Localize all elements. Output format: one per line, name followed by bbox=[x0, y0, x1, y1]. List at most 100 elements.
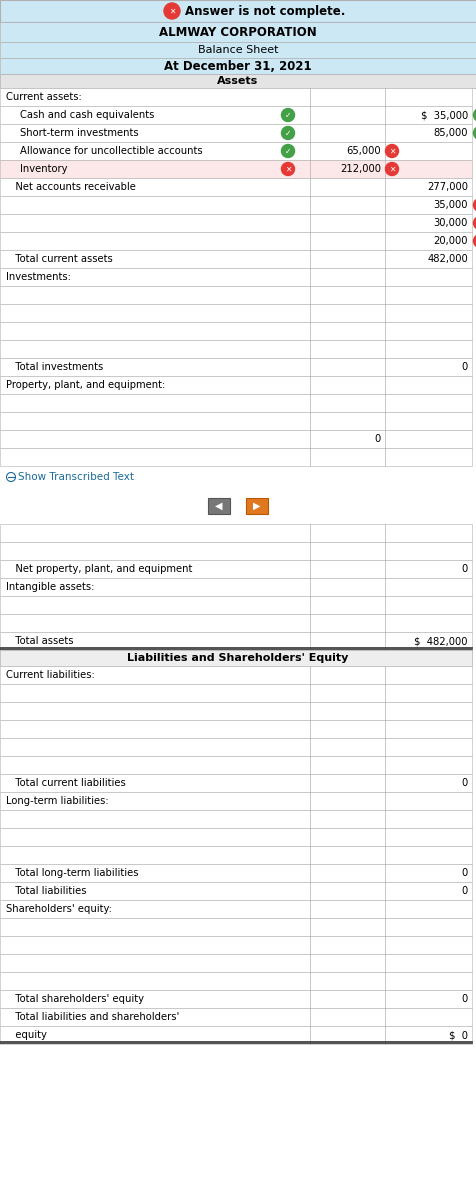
Text: Current liabilities:: Current liabilities: bbox=[6, 670, 95, 680]
Bar bbox=[0, 250, 471, 268]
Text: Intangible assets:: Intangible assets: bbox=[6, 582, 94, 592]
Bar bbox=[0, 322, 471, 340]
Text: 0: 0 bbox=[461, 564, 467, 574]
Circle shape bbox=[281, 144, 294, 157]
Bar bbox=[0, 738, 471, 756]
Bar bbox=[0, 268, 471, 286]
Bar bbox=[0, 990, 471, 1008]
Text: Cash and cash equivalents: Cash and cash equivalents bbox=[20, 110, 154, 120]
Text: Short-term investments: Short-term investments bbox=[20, 128, 139, 138]
Circle shape bbox=[164, 2, 179, 19]
Bar bbox=[0, 42, 476, 58]
Text: Investments:: Investments: bbox=[6, 272, 71, 282]
Bar bbox=[0, 232, 471, 250]
Text: ✕: ✕ bbox=[169, 6, 175, 16]
Bar bbox=[0, 196, 471, 214]
Text: Answer is not complete.: Answer is not complete. bbox=[185, 5, 345, 18]
Text: Total shareholders' equity: Total shareholders' equity bbox=[6, 994, 144, 1004]
Text: Shareholders' equity:: Shareholders' equity: bbox=[6, 904, 112, 914]
Text: equity: equity bbox=[6, 1030, 47, 1040]
Bar bbox=[0, 412, 471, 430]
Text: 0: 0 bbox=[461, 886, 467, 896]
Text: 0: 0 bbox=[461, 362, 467, 372]
Circle shape bbox=[385, 144, 397, 157]
Text: ✕: ✕ bbox=[388, 164, 394, 174]
Text: 65,000: 65,000 bbox=[346, 146, 380, 156]
Text: Inventory: Inventory bbox=[20, 164, 68, 174]
Circle shape bbox=[473, 126, 476, 139]
Bar bbox=[0, 58, 476, 74]
Circle shape bbox=[473, 198, 476, 211]
Text: Total current assets: Total current assets bbox=[6, 254, 112, 264]
Bar bbox=[0, 666, 471, 684]
Bar bbox=[0, 524, 471, 542]
Bar bbox=[0, 972, 471, 990]
Bar bbox=[0, 0, 476, 22]
Bar bbox=[0, 142, 471, 160]
Bar bbox=[0, 376, 471, 394]
Text: Long-term liabilities:: Long-term liabilities: bbox=[6, 796, 109, 806]
Bar bbox=[0, 650, 471, 666]
Text: At December 31, 2021: At December 31, 2021 bbox=[164, 60, 311, 72]
Text: 30,000: 30,000 bbox=[433, 218, 467, 228]
Bar bbox=[0, 286, 471, 304]
Bar bbox=[0, 448, 471, 466]
Text: 277,000: 277,000 bbox=[426, 182, 467, 192]
Bar bbox=[0, 1008, 471, 1026]
Bar bbox=[0, 542, 471, 560]
Text: 0: 0 bbox=[461, 778, 467, 788]
Text: 0: 0 bbox=[461, 994, 467, 1004]
Text: Total long-term liabilities: Total long-term liabilities bbox=[6, 868, 138, 878]
Text: Assets: Assets bbox=[217, 76, 258, 86]
Bar bbox=[0, 178, 471, 196]
Text: Total investments: Total investments bbox=[6, 362, 103, 372]
Bar bbox=[0, 578, 471, 596]
Bar bbox=[0, 560, 471, 578]
Bar bbox=[0, 882, 471, 900]
Bar bbox=[0, 1026, 471, 1044]
Circle shape bbox=[281, 162, 294, 175]
Text: Net accounts receivable: Net accounts receivable bbox=[6, 182, 136, 192]
Bar bbox=[0, 632, 471, 650]
Bar bbox=[0, 74, 476, 88]
Circle shape bbox=[281, 126, 294, 139]
Bar bbox=[0, 106, 471, 124]
Text: 482,000: 482,000 bbox=[426, 254, 467, 264]
Bar bbox=[0, 684, 471, 702]
Bar bbox=[0, 358, 471, 376]
Bar bbox=[0, 774, 471, 792]
Bar bbox=[0, 828, 471, 846]
Circle shape bbox=[281, 108, 294, 121]
Bar bbox=[0, 756, 471, 774]
Text: Liabilities and Shareholders' Equity: Liabilities and Shareholders' Equity bbox=[127, 653, 348, 662]
Text: ◀: ◀ bbox=[215, 502, 222, 511]
Bar bbox=[0, 810, 471, 828]
Text: 212,000: 212,000 bbox=[339, 164, 380, 174]
Text: ✕: ✕ bbox=[388, 146, 394, 156]
Bar bbox=[246, 498, 268, 514]
Text: Total current liabilities: Total current liabilities bbox=[6, 778, 126, 788]
Text: Balance Sheet: Balance Sheet bbox=[198, 44, 278, 55]
Text: Net property, plant, and equipment: Net property, plant, and equipment bbox=[6, 564, 192, 574]
Bar bbox=[0, 792, 471, 810]
Text: Total assets: Total assets bbox=[6, 636, 73, 646]
Bar bbox=[0, 160, 471, 178]
Bar bbox=[0, 22, 476, 42]
Text: ▶: ▶ bbox=[253, 502, 260, 511]
Circle shape bbox=[473, 216, 476, 229]
Text: 35,000: 35,000 bbox=[433, 200, 467, 210]
Bar bbox=[0, 394, 471, 412]
Text: ALMWAY CORPORATION: ALMWAY CORPORATION bbox=[159, 25, 316, 38]
Text: Current assets:: Current assets: bbox=[6, 92, 81, 102]
Text: Property, plant, and equipment:: Property, plant, and equipment: bbox=[6, 380, 165, 390]
Text: $  0: $ 0 bbox=[448, 1030, 467, 1040]
Bar bbox=[0, 864, 471, 882]
Circle shape bbox=[385, 162, 397, 175]
Text: Total liabilities: Total liabilities bbox=[6, 886, 86, 896]
Bar bbox=[0, 214, 471, 232]
Circle shape bbox=[473, 108, 476, 121]
Text: $  35,000: $ 35,000 bbox=[420, 110, 467, 120]
Text: Show Transcribed Text: Show Transcribed Text bbox=[18, 472, 134, 482]
Bar bbox=[208, 498, 229, 514]
Bar bbox=[0, 88, 471, 106]
